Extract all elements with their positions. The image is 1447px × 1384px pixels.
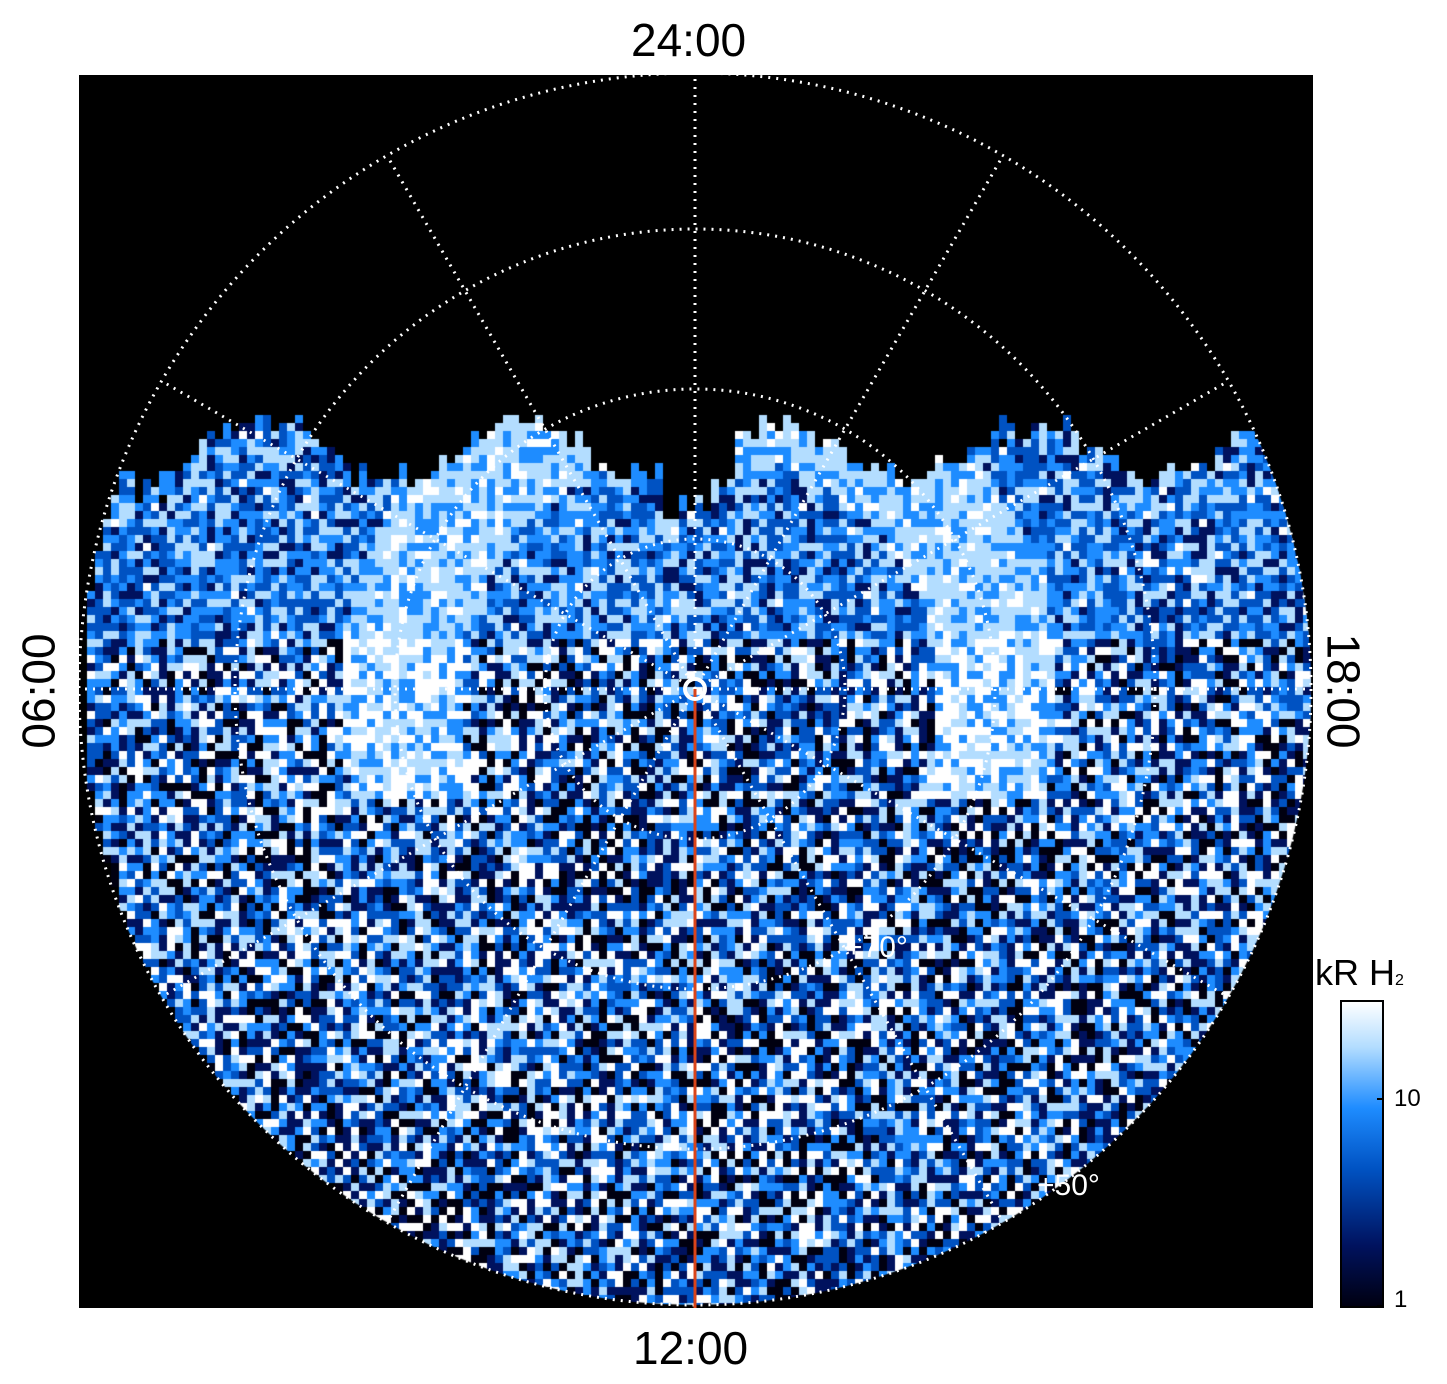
latitude-circle-0 <box>543 537 847 841</box>
latitude-circle-2 <box>233 227 1157 1151</box>
label-18-00: 18:00 <box>1317 633 1370 749</box>
colorbar-title-text: kR H <box>1315 952 1395 993</box>
label-12-00: 12:00 <box>633 1322 749 1374</box>
meridian-grid-line-7 <box>385 688 697 1224</box>
latitude-label-70: +70° <box>845 931 908 964</box>
latitude-label-50: +50° <box>1037 1169 1100 1202</box>
polar-projection-plot: +70° +50° <box>79 75 1313 1308</box>
colorbar-title: kR H2 <box>1315 955 1404 991</box>
meridian-grid-line-1 <box>693 154 1005 690</box>
colorbar-title-subscript: 2 <box>1395 972 1404 989</box>
meridian-grid-line-4 <box>694 687 1230 999</box>
label-06-00: 06:00 <box>12 633 65 749</box>
meridian-grid-line-8 <box>160 687 696 999</box>
polar-grid-overlay: +70° +50° <box>79 75 1313 1308</box>
latitude-circle-1 <box>393 387 997 991</box>
latitude-circle-3 <box>79 75 1313 1307</box>
colorbar-tick-label-1: 1 <box>1394 1286 1408 1313</box>
meridian-grid-line-11 <box>385 154 697 690</box>
meridian-grid-line-5 <box>693 688 1005 1224</box>
pole-marker <box>683 677 707 701</box>
colorbar-tick-label-10: 10 <box>1394 1085 1421 1112</box>
colorbar <box>1340 1000 1384 1308</box>
meridian-grid-line-10 <box>160 379 696 691</box>
meridian-grid-line-2 <box>694 379 1230 691</box>
label-24-00: 24:00 <box>631 14 747 66</box>
colorbar-gradient <box>1340 1000 1384 1308</box>
